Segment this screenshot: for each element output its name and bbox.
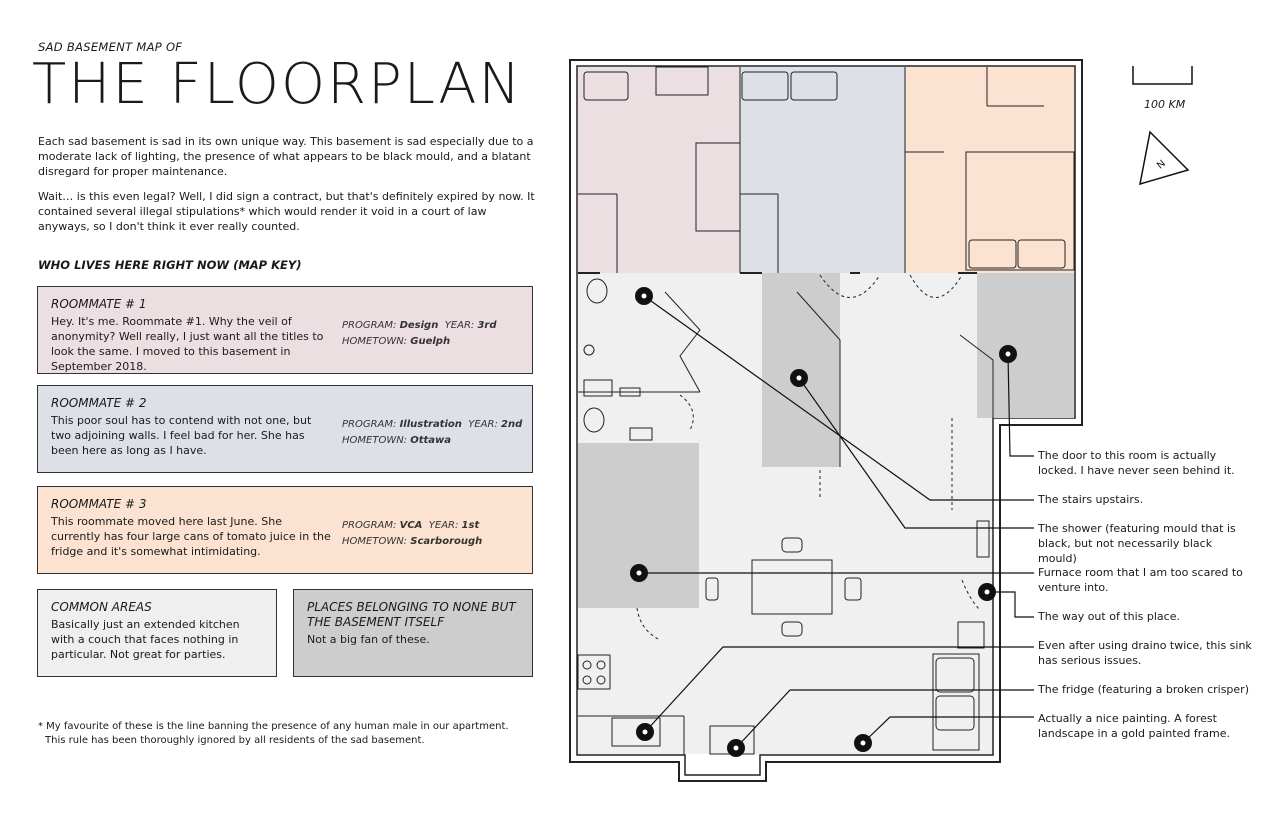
card-text: This poor soul has to contend with not o… [51,414,312,457]
annotation-sink: Even after using draino twice, this sink… [1038,639,1252,667]
card-title: PLACES BELONGING TO NONE BUT THE BASEMEN… [307,600,516,629]
leader-painting [862,716,1034,744]
annotation-stairs: The stairs upstairs. [1038,493,1144,506]
scale-bar [1132,66,1193,85]
outer-wall [569,59,1083,782]
room-roommate-2 [740,67,905,273]
program-value: Design [399,320,439,331]
year-value: 2nd [501,419,523,430]
map-kicker: SAD BASEMENT MAP OF [38,40,183,54]
card-text: Not a big fan of these. [307,633,430,646]
roommate-2-card: ROOMMATE # 2 This poor soul has to conte… [37,385,533,473]
leader-locked-door [1007,353,1034,457]
hometown-value: Scarborough [410,536,483,547]
card-title: ROOMMATE # 2 [51,396,147,410]
year-value: 1st [461,520,480,531]
leader-sink [644,646,1034,733]
card-title: ROOMMATE # 1 [51,297,147,311]
footnote: * My favourite of these is the line bann… [38,720,509,748]
roommate-1-card: ROOMMATE # 1 Hey. It's me. Roommate #1. … [37,286,533,374]
card-text: Basically just an extended kitchen with … [51,618,240,661]
north-arrow-icon [1139,130,1190,186]
room-roommate-3 [905,67,1074,273]
card-meta: PROGRAM: VCA YEAR: 1st HOMETOWN: Scarbor… [342,520,483,547]
basement-places-card: PLACES BELONGING TO NONE BUT THE BASEMEN… [293,589,533,677]
card-text: This roommate moved here last June. She … [51,515,331,558]
card-text: Hey. It's me. Roommate #1. Why the veil … [51,315,324,373]
card-title: ROOMMATE # 3 [51,497,147,511]
north-label: N [1155,158,1168,171]
hometown-value: Guelph [410,336,451,347]
inner-wall [576,65,1076,776]
intro-paragraph-1: Each sad basement is sad in its own uniq… [38,135,534,178]
annotation-painting: Actually a nice painting. A forest lands… [1038,712,1230,740]
leader-fridge [735,689,1034,749]
footnote-line-1: * My favourite of these is the line bann… [38,721,509,732]
locked-room [977,273,1074,418]
intro-text: Each sad basement is sad in its own uniq… [38,134,538,244]
annotation-furnace: Furnace room that I am too scared to ven… [1038,566,1243,594]
intro-paragraph-2: Wait… is this even legal? Well, I did si… [38,190,535,233]
annotation-fridge: The fridge (featuring a broken crisper) [1038,683,1249,696]
program-value: VCA [399,520,423,531]
furnace-room [578,443,699,608]
leader-stairs [643,295,1034,501]
card-title: COMMON AREAS [51,600,152,614]
year-value: 3rd [477,320,497,331]
program-value: Illustration [399,419,462,430]
map-key-heading: WHO LIVES HERE RIGHT NOW (MAP KEY) [38,258,302,272]
annotation-shower: The shower (featuring mould that is blac… [1038,522,1236,565]
annotation-locked-door: The door to this room is actually locked… [1038,449,1235,477]
scale-label: 100 KM [1144,98,1186,111]
card-meta: PROGRAM: Design YEAR: 3rd HOMETOWN: Guel… [342,320,497,347]
annotation-exit: The way out of this place. [1038,610,1180,623]
leader-shower [798,377,1034,529]
footnote-line-2: This rule has been thoroughly ignored by… [45,735,425,746]
page-title: THE FLOORPLAN [32,52,523,117]
leader-exit [987,591,1034,618]
room-roommate-1 [578,67,740,273]
common-areas-card: COMMON AREAS Basically just an extended … [37,589,277,677]
card-meta: PROGRAM: Illustration YEAR: 2nd HOMETOWN… [342,419,523,446]
roommate-3-card: ROOMMATE # 3 This roommate moved here la… [37,486,533,574]
hometown-value: Ottawa [410,435,452,446]
